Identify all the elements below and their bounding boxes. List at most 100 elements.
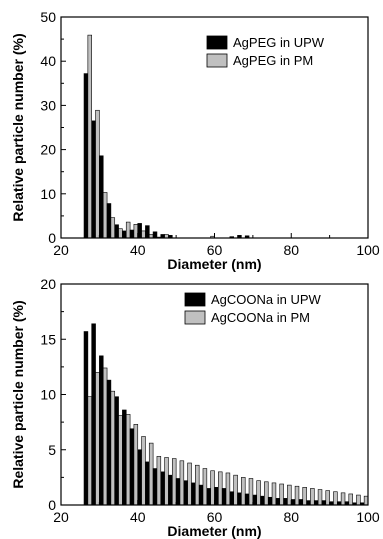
bar bbox=[298, 499, 304, 506]
bar bbox=[237, 492, 242, 506]
bar bbox=[306, 500, 311, 506]
bar bbox=[83, 331, 89, 506]
bar bbox=[191, 482, 196, 506]
bar bbox=[114, 224, 119, 239]
bar bbox=[206, 488, 211, 506]
y-tick-label: 10 bbox=[40, 186, 56, 202]
bar bbox=[122, 409, 127, 506]
x-tick-label: 80 bbox=[283, 242, 299, 258]
x-tick-label: 80 bbox=[283, 509, 299, 525]
bar bbox=[244, 493, 250, 506]
bar bbox=[122, 230, 127, 239]
x-tick-label: 40 bbox=[130, 509, 146, 525]
bar bbox=[137, 449, 142, 506]
bar bbox=[106, 203, 112, 239]
legend-swatch bbox=[184, 292, 206, 307]
bar bbox=[102, 367, 108, 506]
bar bbox=[106, 379, 112, 506]
y-tick-label: 0 bbox=[48, 230, 56, 246]
legend-swatch bbox=[184, 310, 206, 325]
bar bbox=[125, 221, 131, 239]
bar bbox=[110, 390, 116, 506]
y-axis-label: Relative particle number (%) bbox=[10, 300, 26, 488]
bar bbox=[356, 494, 361, 506]
bar bbox=[95, 372, 100, 506]
bar bbox=[275, 498, 281, 506]
bar bbox=[125, 414, 131, 506]
bar bbox=[179, 460, 185, 506]
bar bbox=[110, 217, 116, 239]
y-tick-label: 30 bbox=[40, 97, 56, 113]
bar bbox=[256, 480, 261, 506]
bar bbox=[202, 468, 208, 506]
bar bbox=[91, 120, 96, 239]
y-tick-label: 40 bbox=[40, 53, 56, 69]
bar bbox=[229, 491, 234, 506]
bar bbox=[290, 499, 296, 506]
bar bbox=[218, 471, 223, 506]
legend-label: AgPEG in PM bbox=[233, 53, 313, 68]
bar bbox=[118, 228, 123, 239]
bar bbox=[99, 155, 104, 239]
bar bbox=[145, 461, 150, 506]
bar bbox=[264, 481, 269, 506]
bar bbox=[141, 436, 146, 506]
y-tick-label: 15 bbox=[40, 331, 56, 347]
bar bbox=[287, 484, 292, 506]
legend-swatch bbox=[206, 53, 228, 68]
bar bbox=[99, 355, 104, 506]
x-tick-label: 20 bbox=[53, 242, 69, 258]
x-tick-label: 60 bbox=[207, 242, 223, 258]
bar bbox=[171, 458, 177, 506]
bar bbox=[175, 478, 181, 506]
bar bbox=[283, 498, 288, 506]
bar bbox=[294, 485, 300, 506]
x-tick-label: 40 bbox=[130, 242, 146, 258]
chart-agcoona: 20 40 60 80 100 0 5 10 15 20 Diameter (nm) Relative… bbox=[10, 276, 380, 539]
y-tick-label: 5 bbox=[48, 442, 56, 458]
x-tick-label: 100 bbox=[356, 242, 380, 258]
bar bbox=[279, 483, 284, 506]
bar bbox=[195, 464, 200, 506]
bar bbox=[152, 468, 158, 506]
bar bbox=[325, 490, 330, 506]
y-tick-label: 50 bbox=[40, 9, 56, 25]
bar bbox=[233, 474, 238, 506]
bar bbox=[87, 396, 93, 506]
bar bbox=[248, 478, 254, 506]
legend-label: AgPEG in UPW bbox=[233, 35, 325, 50]
x-tick-label: 100 bbox=[356, 509, 380, 525]
bar bbox=[102, 192, 108, 239]
legend-label: AgCOONa in UPW bbox=[211, 292, 322, 307]
bar bbox=[225, 472, 231, 506]
legend-label: AgCOONa in PM bbox=[211, 310, 310, 325]
bar bbox=[168, 474, 173, 506]
bar bbox=[267, 496, 273, 506]
bar bbox=[340, 492, 346, 506]
bar bbox=[221, 488, 227, 506]
bar bbox=[348, 493, 353, 506]
bar bbox=[148, 442, 154, 506]
x-tick-label: 60 bbox=[207, 509, 223, 525]
bar bbox=[141, 230, 146, 239]
bar bbox=[241, 477, 246, 506]
y-tick-label: 20 bbox=[40, 276, 56, 292]
bar bbox=[145, 225, 150, 239]
bar bbox=[187, 462, 192, 506]
bar bbox=[210, 470, 215, 506]
bar bbox=[160, 471, 165, 506]
bar bbox=[83, 73, 89, 239]
bar bbox=[317, 489, 323, 506]
bar bbox=[129, 229, 135, 239]
bar bbox=[333, 491, 338, 506]
bar bbox=[114, 396, 119, 506]
bar bbox=[198, 484, 204, 506]
bar bbox=[164, 457, 169, 506]
bar bbox=[129, 428, 135, 506]
x-axis-label: Diameter (nm) bbox=[167, 523, 261, 539]
bar bbox=[91, 323, 96, 506]
bar bbox=[87, 34, 93, 239]
bar bbox=[252, 494, 258, 506]
y-axis-label: Relative particle number (%) bbox=[10, 33, 26, 221]
